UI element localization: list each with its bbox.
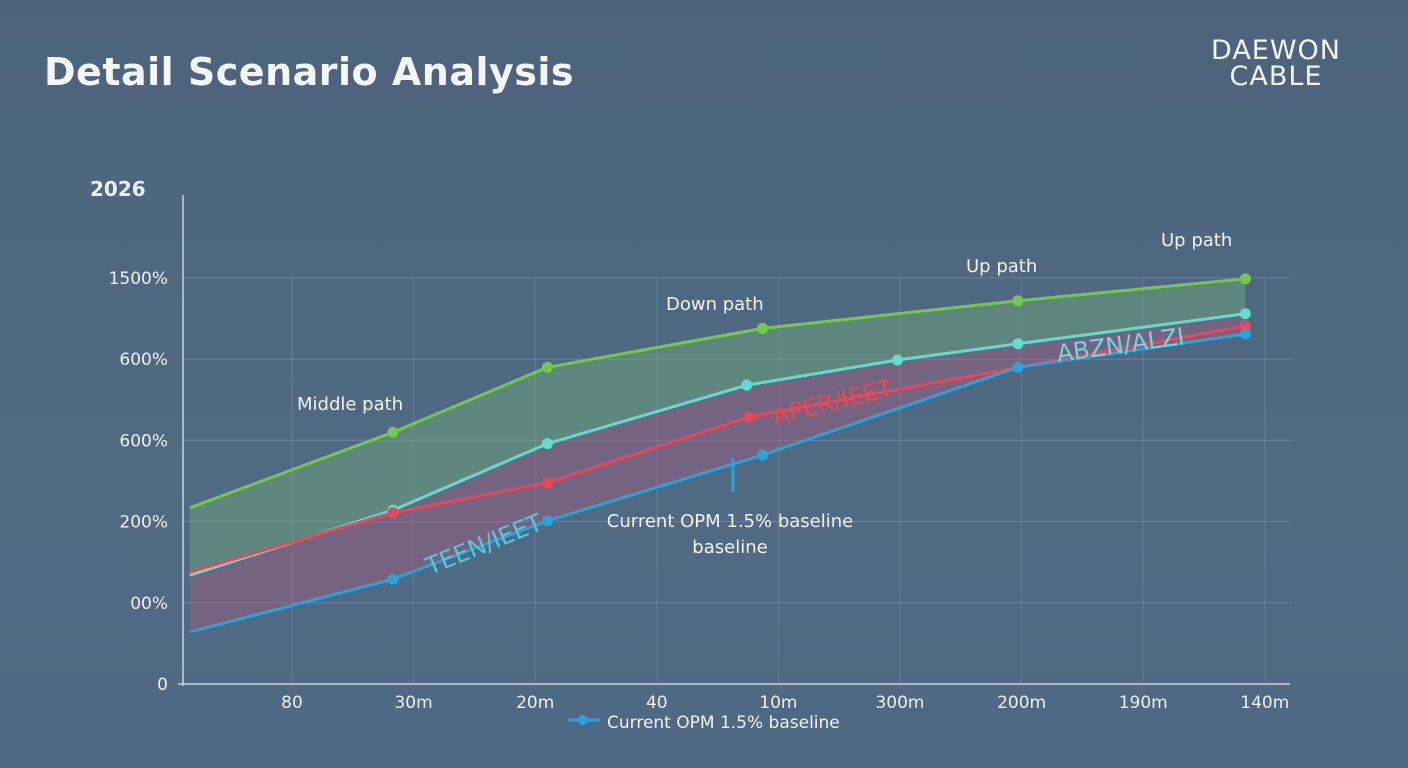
data-point-middle — [741, 379, 753, 391]
x-tick-label: 40 — [646, 693, 668, 713]
data-point-baseline — [387, 573, 399, 585]
x-tick-label: 200m — [997, 693, 1046, 713]
annotation-down-path: Down path — [666, 294, 764, 315]
legend: Current OPM 1.5% baseline — [568, 713, 840, 733]
y-tick-label: 200% — [119, 513, 168, 533]
logo-line-2: CABLE — [1229, 61, 1323, 92]
x-tick-label: 300m — [875, 693, 924, 713]
series-lines — [189, 273, 1251, 634]
x-tick-label: 80 — [281, 693, 303, 713]
data-point-down — [743, 411, 755, 423]
y-tick-label: 600% — [119, 350, 168, 370]
page-title: Detail Scenario Analysis — [44, 50, 575, 94]
axes: 2026 — [90, 177, 1290, 686]
data-point-down — [1239, 320, 1251, 332]
data-point-up — [1012, 295, 1024, 307]
series-line-up — [189, 277, 1246, 510]
annotation-middle-path: Middle path — [297, 394, 403, 415]
company-logo: DAEWON CABLE — [1190, 35, 1362, 92]
y-tick-label: 1500% — [109, 269, 168, 289]
y-tick-labels: 0 00% 200% 600% 600% 1500% — [109, 269, 168, 695]
annotation-baseline-line1: Current OPM 1.5% baseline — [607, 511, 853, 532]
data-point-up — [387, 426, 399, 438]
logo-line-1: DAEWON — [1211, 35, 1341, 66]
series-line-baseline — [189, 332, 1246, 634]
x-tick-label: 190m — [1119, 693, 1168, 713]
x-tick-labels: 80 30m 20m 40 10m 300m 200m 190m 140m — [281, 693, 1289, 713]
data-point-baseline — [1012, 361, 1024, 373]
y-tick-label: 0 — [157, 675, 168, 695]
x-tick-label: 140m — [1240, 693, 1289, 713]
y-tick-label: 600% — [119, 431, 168, 451]
y-tick-label: 00% — [130, 594, 168, 614]
legend-label: Current OPM 1.5% baseline — [607, 713, 840, 733]
data-point-middle — [1012, 338, 1024, 350]
x-tick-label: 20m — [516, 693, 554, 713]
data-point-down — [541, 477, 553, 489]
x-tick-label: 10m — [759, 693, 797, 713]
data-point-baseline — [757, 449, 769, 461]
annotation-up-path-1: Up path — [966, 256, 1037, 277]
data-point-middle — [1239, 308, 1251, 320]
data-point-up — [541, 361, 553, 373]
y-axis-title: 2026 — [90, 177, 146, 201]
annotation-up-path-2: Up path — [1161, 230, 1232, 251]
area-fills — [189, 278, 1246, 633]
area-fill-down-band — [189, 313, 1246, 633]
data-point-up — [757, 322, 769, 334]
x-tick-label: 30m — [394, 693, 432, 713]
data-point-down — [387, 507, 399, 519]
legend-swatch-dot — [578, 715, 588, 725]
data-point-middle — [892, 354, 904, 366]
data-point-baseline — [1239, 328, 1251, 340]
data-point-up — [1239, 273, 1251, 285]
area-fill-up-band — [189, 278, 1246, 576]
data-point-baseline — [541, 515, 553, 527]
data-point-middle — [541, 438, 553, 450]
annotation-baseline-line2: baseline — [692, 537, 767, 558]
